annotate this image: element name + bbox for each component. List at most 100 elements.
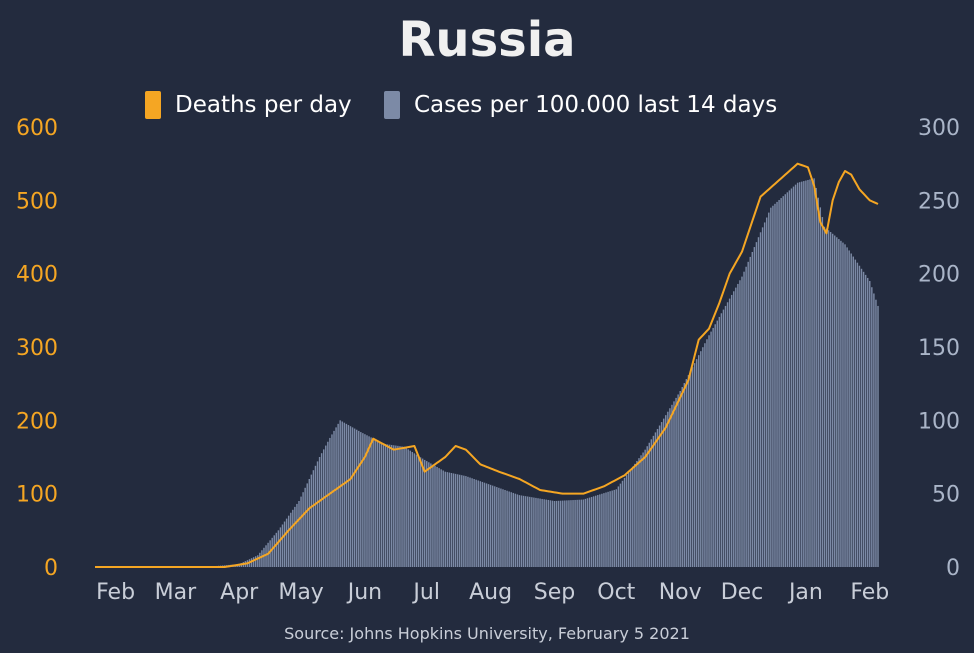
cases-bar	[428, 462, 429, 567]
cases-bar	[519, 495, 520, 567]
cases-bar	[445, 472, 446, 567]
cases-bar	[278, 530, 279, 567]
cases-bar	[566, 500, 567, 567]
cases-bar	[416, 455, 417, 567]
cases-bar	[389, 445, 390, 567]
cases-bar	[480, 481, 481, 567]
cases-bar	[482, 482, 483, 567]
cases-bar	[774, 204, 775, 567]
cases-bar	[863, 272, 864, 567]
cases-bar	[410, 451, 411, 567]
cases-bar	[721, 313, 722, 567]
cases-bar	[834, 236, 835, 567]
cases-bar	[675, 398, 676, 567]
cases-bar	[500, 489, 501, 567]
cases-bar	[517, 494, 518, 567]
cases-bar	[585, 499, 586, 567]
cases-bar	[785, 194, 786, 567]
cases-bar	[346, 424, 347, 567]
cases-bar	[838, 239, 839, 567]
cases-bar	[587, 498, 588, 567]
cases-bar	[337, 424, 338, 567]
cases-bar	[723, 310, 724, 567]
x-axis-tick-label: Jan	[787, 580, 823, 605]
cases-bar	[614, 490, 615, 567]
cases-bar	[745, 267, 746, 567]
cases-bar	[820, 207, 821, 567]
cases-bar	[826, 228, 827, 567]
cases-bar	[333, 431, 334, 567]
cases-bar	[453, 473, 454, 567]
cases-bar	[294, 507, 295, 567]
cases-bar	[663, 419, 664, 567]
cases-bar	[778, 200, 779, 567]
cases-bar	[356, 430, 357, 567]
cases-bar	[449, 473, 450, 567]
cases-bar	[739, 280, 740, 567]
cases-bar	[737, 284, 738, 567]
cases-bar	[782, 196, 783, 567]
cases-bar	[677, 394, 678, 567]
cases-bar	[329, 438, 330, 567]
cases-bar	[440, 469, 441, 567]
cases-bar	[508, 491, 509, 567]
cases-bar	[529, 497, 530, 567]
cases-bar	[556, 501, 557, 567]
cases-bar	[257, 555, 258, 567]
cases-bar	[766, 218, 767, 567]
cases-bar	[407, 449, 408, 567]
cases-bar	[813, 178, 814, 567]
cases-bar	[715, 324, 716, 567]
cases-bar	[869, 281, 870, 567]
cases-bar	[280, 527, 281, 567]
cases-bar	[768, 213, 769, 567]
left-axis-tick-label: 200	[16, 409, 58, 434]
cases-bar	[259, 553, 260, 567]
cases-bar	[443, 470, 444, 567]
cases-bar	[692, 367, 693, 567]
cases-bar	[546, 500, 547, 567]
cases-bar	[475, 480, 476, 567]
cases-bar	[719, 317, 720, 567]
cases-bar	[620, 484, 621, 567]
cases-bar	[605, 492, 606, 567]
cases-bar	[636, 461, 637, 567]
cases-bar	[298, 501, 299, 567]
cases-bar	[379, 442, 380, 567]
cases-bar	[793, 187, 794, 567]
x-axis-tick-label: Jul	[411, 580, 440, 605]
cases-bar	[494, 486, 495, 567]
cases-bar	[686, 379, 687, 567]
cases-bar	[288, 516, 289, 567]
cases-bar	[385, 444, 386, 567]
cases-bar	[877, 306, 878, 567]
cases-bar	[682, 387, 683, 567]
cases-bar	[818, 198, 819, 567]
cases-bar	[560, 501, 561, 567]
cases-bar	[531, 497, 532, 567]
cases-bar	[554, 501, 555, 567]
cases-bar	[591, 497, 592, 567]
cases-legend-label: Cases per 100.000 last 14 days	[414, 92, 777, 118]
cases-bar	[436, 467, 437, 567]
cases-bar	[597, 495, 598, 567]
cases-bar	[397, 446, 398, 567]
cases-bar	[304, 488, 305, 567]
cases-bar	[807, 180, 808, 567]
cases-bar	[323, 449, 324, 567]
cases-bar	[655, 432, 656, 567]
cases-bar	[290, 513, 291, 567]
cases-bar	[511, 492, 512, 567]
cases-bar	[865, 275, 866, 567]
cases-bar	[669, 408, 670, 567]
cases-bar	[632, 467, 633, 567]
cases-bar	[694, 363, 695, 567]
cases-bar	[395, 446, 396, 567]
cases-bar	[780, 198, 781, 567]
cases-bar	[253, 557, 254, 567]
cases-bar	[271, 538, 272, 567]
cases-bar	[572, 500, 573, 567]
legend: Deaths per day Cases per 100.000 last 14…	[145, 91, 777, 119]
cases-bar	[319, 457, 320, 567]
